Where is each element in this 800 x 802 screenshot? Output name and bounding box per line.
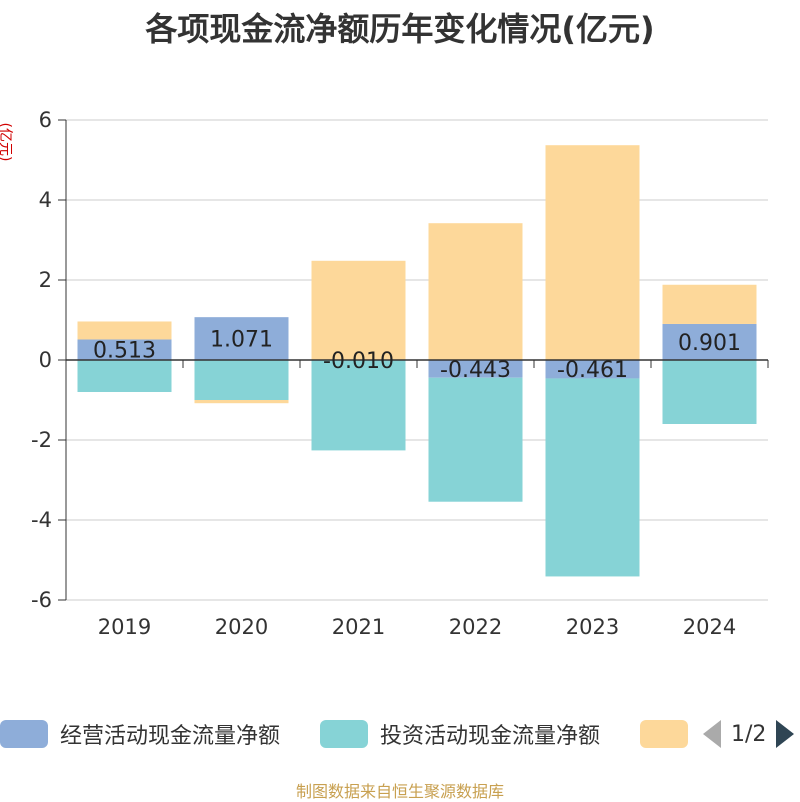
data-label-2021: -0.010 — [323, 349, 394, 374]
x-tick-label-2020: 2020 — [215, 615, 268, 639]
y-axis: 6 4 2 0 -2 -4 -6 — [31, 108, 66, 612]
y-tick-label: -2 — [31, 428, 52, 452]
data-labels: 0.513 1.071 -0.010 -0.443 -0.461 0.901 — [93, 328, 741, 384]
y-tick-label: 4 — [39, 188, 52, 212]
data-label-2023: -0.461 — [557, 358, 628, 383]
x-tick-label-2021: 2021 — [332, 615, 385, 639]
y-tick-label: 0 — [39, 348, 52, 372]
bar-series1-2022 — [429, 378, 523, 502]
x-tick-label-2024: 2024 — [683, 615, 736, 639]
bar-series1-2019 — [78, 360, 172, 392]
y-tick-label: 2 — [39, 268, 52, 292]
legend-swatch-financing — [640, 720, 688, 748]
legend-swatch-investing — [320, 720, 368, 748]
bar-chart: 6 4 2 0 -2 -4 -6 2019 2020 2021 2022 2023 2024 0.51… — [0, 0, 800, 700]
x-tick-label-2023: 2023 — [566, 615, 619, 639]
x-tick-label-2022: 2022 — [449, 615, 502, 639]
legend-swatch-operating — [0, 720, 48, 748]
data-label-2024: 0.901 — [678, 331, 741, 356]
data-label-2019: 0.513 — [93, 339, 156, 364]
legend: 经营活动现金流量净额 投资活动现金流量净额 1/2 — [0, 716, 800, 752]
legend-label-operating: 经营活动现金流量净额 — [60, 718, 280, 750]
data-label-2022: -0.443 — [440, 358, 511, 383]
bar-series1-2023 — [546, 378, 640, 576]
bar-series2-2024 — [663, 285, 757, 324]
x-tick-label-2019: 2019 — [98, 615, 151, 639]
y-tick-label: 6 — [39, 108, 52, 132]
bar-series2-2019 — [78, 321, 172, 339]
bar-series2-2022 — [429, 223, 523, 360]
source-note: 制图数据来自恒生聚源数据库 — [0, 778, 800, 802]
legend-next-icon[interactable] — [776, 720, 794, 748]
data-label-2020: 1.071 — [210, 328, 273, 353]
bar-series2-2020 — [195, 400, 289, 403]
legend-pager: 1/2 — [703, 716, 794, 752]
bar-series2-2023 — [546, 145, 640, 360]
y-tick-label: -6 — [31, 588, 52, 612]
bar-series1-2024 — [663, 360, 757, 424]
legend-prev-icon[interactable] — [703, 720, 721, 748]
y-tick-label: -4 — [31, 508, 52, 532]
bar-series1-2020 — [195, 360, 289, 400]
legend-item-investing[interactable]: 投资活动现金流量净额 — [320, 716, 600, 752]
legend-item-operating[interactable]: 经营活动现金流量净额 — [0, 716, 280, 752]
legend-label-investing: 投资活动现金流量净额 — [380, 718, 600, 750]
legend-item-financing[interactable] — [640, 716, 700, 752]
legend-page-indicator: 1/2 — [731, 722, 766, 747]
bar-series2-2021 — [312, 261, 406, 360]
